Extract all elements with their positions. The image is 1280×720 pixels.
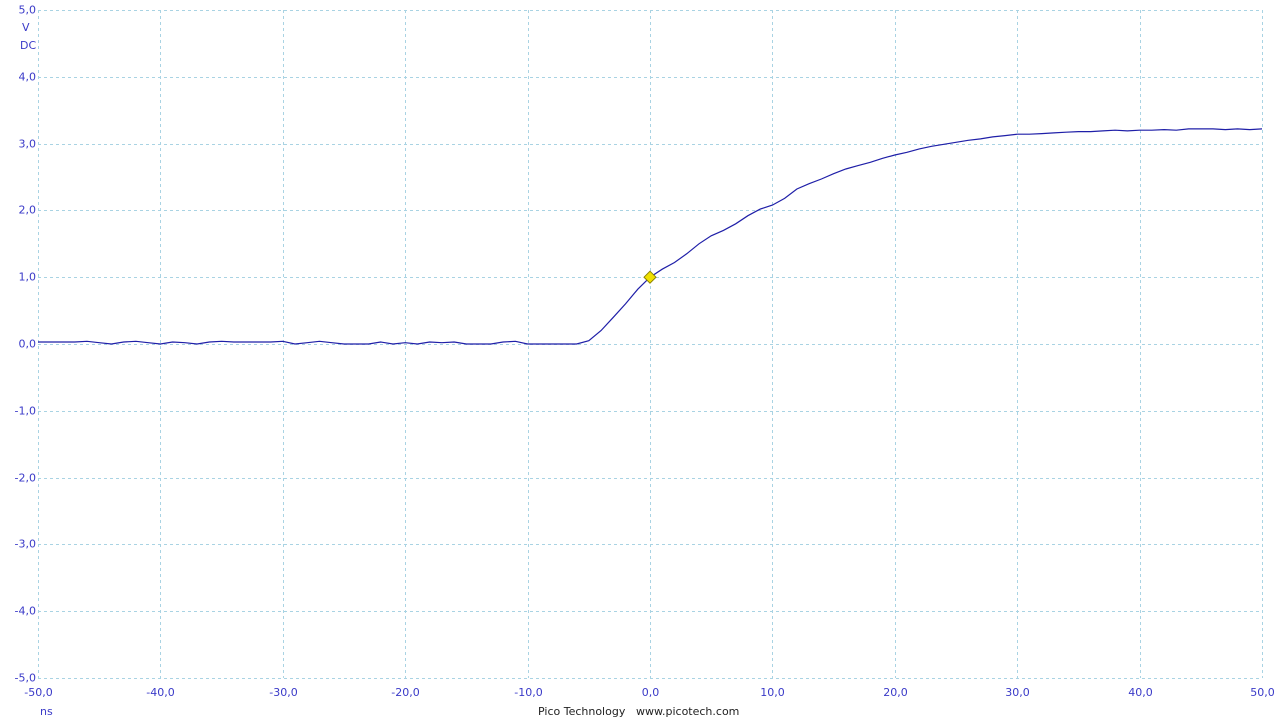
y-tick-label: 2,0 <box>19 204 37 217</box>
x-tick-label: -50,0 <box>24 686 52 699</box>
y-tick-label: 0,0 <box>19 338 37 351</box>
x-tick-label: 30,0 <box>1005 686 1030 699</box>
x-tick-label: 50,0 <box>1250 686 1275 699</box>
x-unit: ns <box>40 705 53 718</box>
footer-brand: Pico Technology <box>538 705 626 718</box>
y-tick-label: 3,0 <box>19 138 37 151</box>
y-tick-label: 1,0 <box>19 271 37 284</box>
x-tick-label: 20,0 <box>883 686 908 699</box>
trigger-marker <box>643 270 657 284</box>
footer-url: www.picotech.com <box>636 705 739 718</box>
x-tick-label: -10,0 <box>514 686 542 699</box>
x-tick-label: 10,0 <box>760 686 785 699</box>
x-tick-label: -40,0 <box>146 686 174 699</box>
y-tick-label: -3,0 <box>15 538 36 551</box>
coupling: DC <box>20 39 36 52</box>
y-tick-label: -5,0 <box>15 672 36 685</box>
x-tick-label: 0,0 <box>642 686 660 699</box>
y-tick-label: 4,0 <box>19 71 37 84</box>
y-tick-label: -1,0 <box>15 405 36 418</box>
y-tick-label: -4,0 <box>15 605 36 618</box>
x-tick-label: -30,0 <box>269 686 297 699</box>
y-tick-label: 5,0 <box>19 4 37 17</box>
x-tick-label: 40,0 <box>1128 686 1153 699</box>
y-tick-label: -2,0 <box>15 472 36 485</box>
y-unit: V <box>22 21 30 34</box>
x-tick-label: -20,0 <box>391 686 419 699</box>
